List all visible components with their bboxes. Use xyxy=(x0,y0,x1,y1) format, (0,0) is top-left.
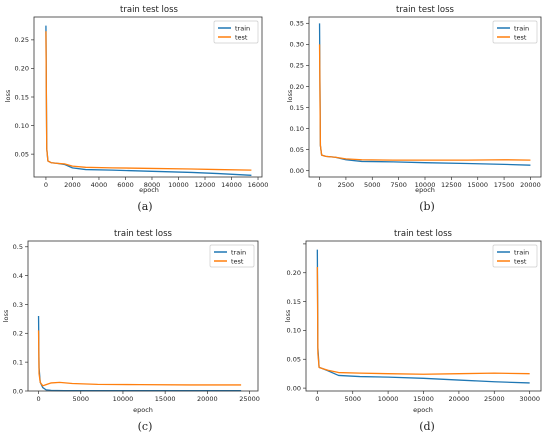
x-tick-label: 20000 xyxy=(449,395,470,403)
chart-panel-c: train test loss epoch loss (c) 0 5000 1000… xyxy=(2,229,260,433)
x-tick-label: 5000 xyxy=(364,181,381,189)
y-tick-label: 0.10 xyxy=(287,327,301,335)
panel-caption: (d) xyxy=(419,420,435,433)
legend-label-train: train xyxy=(514,24,529,32)
y-tick-label: 0.15 xyxy=(15,93,29,101)
x-tick-label: 12000 xyxy=(195,181,216,189)
x-tick-label: 10000 xyxy=(113,395,134,403)
x-tick-label: 5000 xyxy=(344,395,361,403)
y-tick-label: 0.10 xyxy=(15,122,29,130)
x-tick-label: 2500 xyxy=(338,181,355,189)
x-tick-label: 2000 xyxy=(64,181,81,189)
x-tick-label: 6000 xyxy=(117,181,134,189)
y-tick-label: 0.15 xyxy=(290,104,304,112)
y-tick-label: 0.1 xyxy=(13,358,23,366)
x-tick-label: 0 xyxy=(315,395,319,403)
x-tick-label: 0 xyxy=(317,181,321,189)
series-line-test xyxy=(37,330,242,387)
x-tick-label: 25000 xyxy=(239,395,260,403)
x-tick-label: 10000 xyxy=(168,181,189,189)
panel-caption: (b) xyxy=(419,200,435,213)
x-axis-label: epoch xyxy=(133,406,153,414)
x-tick-label: 10000 xyxy=(415,181,436,189)
panel-caption: (c) xyxy=(138,420,153,433)
legend-label-train: train xyxy=(235,24,250,32)
y-tick-label: 0.20 xyxy=(290,83,304,91)
y-axis-label: loss xyxy=(2,309,10,322)
chart-panel-b: train test loss epoch loss (b) 0 2500 5000… xyxy=(286,5,542,213)
series-line-test xyxy=(318,44,531,161)
y-axis-label: loss xyxy=(284,309,292,322)
x-tick-label: 20000 xyxy=(197,395,218,403)
y-tick-label: 0.35 xyxy=(290,20,304,28)
y-tick-label: 0.5 xyxy=(13,243,23,251)
y-tick-label: 0.25 xyxy=(15,36,29,44)
x-tick-label: 4000 xyxy=(91,181,108,189)
plot-frame xyxy=(27,240,259,392)
x-axis-label: epoch xyxy=(415,186,435,194)
chart-panel-a: train test loss epoch loss (a) 0 2000 4000… xyxy=(4,5,268,213)
legend-label-test: test xyxy=(514,33,527,41)
chart-title: train test loss xyxy=(394,229,453,239)
x-tick-label: 10000 xyxy=(378,395,399,403)
x-axis-label: epoch xyxy=(413,406,433,414)
series-line-test xyxy=(316,266,530,375)
y-tick-label: 0.10 xyxy=(290,125,304,133)
x-tick-label: 8000 xyxy=(144,181,161,189)
legend-label-test: test xyxy=(514,257,527,265)
y-tick-label: 0.05 xyxy=(15,150,29,158)
y-tick-label: 0.4 xyxy=(13,272,23,280)
y-tick-label: 0.20 xyxy=(15,65,29,73)
x-tick-label: 15000 xyxy=(155,395,176,403)
x-tick-label: 12500 xyxy=(441,181,462,189)
y-tick-label: 0.30 xyxy=(290,41,304,49)
chart-title: train test loss xyxy=(396,5,455,15)
chart-title: train test loss xyxy=(120,5,179,15)
y-tick-label: 0.2 xyxy=(13,330,23,338)
y-tick-label: 0.00 xyxy=(290,167,304,175)
series-line-train xyxy=(45,25,252,176)
chart-panel-d: train test loss epoch loss (d) 0 5000 1000… xyxy=(284,229,542,433)
x-tick-label: 15000 xyxy=(467,181,488,189)
y-tick-label: 0.05 xyxy=(290,146,304,154)
x-tick-label: 30000 xyxy=(519,395,540,403)
x-tick-label: 5000 xyxy=(72,395,89,403)
y-axis-label: loss xyxy=(4,89,12,102)
legend-label-train: train xyxy=(231,248,246,256)
x-tick-label: 14000 xyxy=(221,181,242,189)
y-tick-label: 0.20 xyxy=(287,269,301,277)
legend-label-train: train xyxy=(514,248,529,256)
series-line-test xyxy=(45,31,252,171)
panel-caption: (a) xyxy=(137,200,152,213)
y-axis-label: loss xyxy=(286,89,294,102)
x-tick-label: 20000 xyxy=(520,181,541,189)
chart-title: train test loss xyxy=(114,229,173,239)
x-tick-label: 0 xyxy=(44,181,48,189)
series-line-train xyxy=(318,23,531,166)
y-tick-label: 0.25 xyxy=(290,62,304,70)
y-tick-label: 0.3 xyxy=(13,301,23,309)
x-tick-label: 15000 xyxy=(413,395,434,403)
y-tick-label: 0.05 xyxy=(287,356,301,364)
legend-label-test: test xyxy=(231,257,244,265)
x-tick-label: 17500 xyxy=(494,181,515,189)
x-tick-label: 16000 xyxy=(248,181,269,189)
x-axis-label: epoch xyxy=(139,186,159,194)
x-tick-label: 7500 xyxy=(390,181,407,189)
x-tick-label: 25000 xyxy=(484,395,505,403)
y-tick-label: 0.0 xyxy=(13,387,23,395)
y-tick-label: 0.15 xyxy=(287,298,301,306)
y-tick-label: 0.00 xyxy=(287,384,301,392)
x-tick-label: 0 xyxy=(36,395,40,403)
series-line-train xyxy=(37,315,242,392)
legend-label-test: test xyxy=(235,33,248,41)
series-line-train xyxy=(316,249,530,384)
